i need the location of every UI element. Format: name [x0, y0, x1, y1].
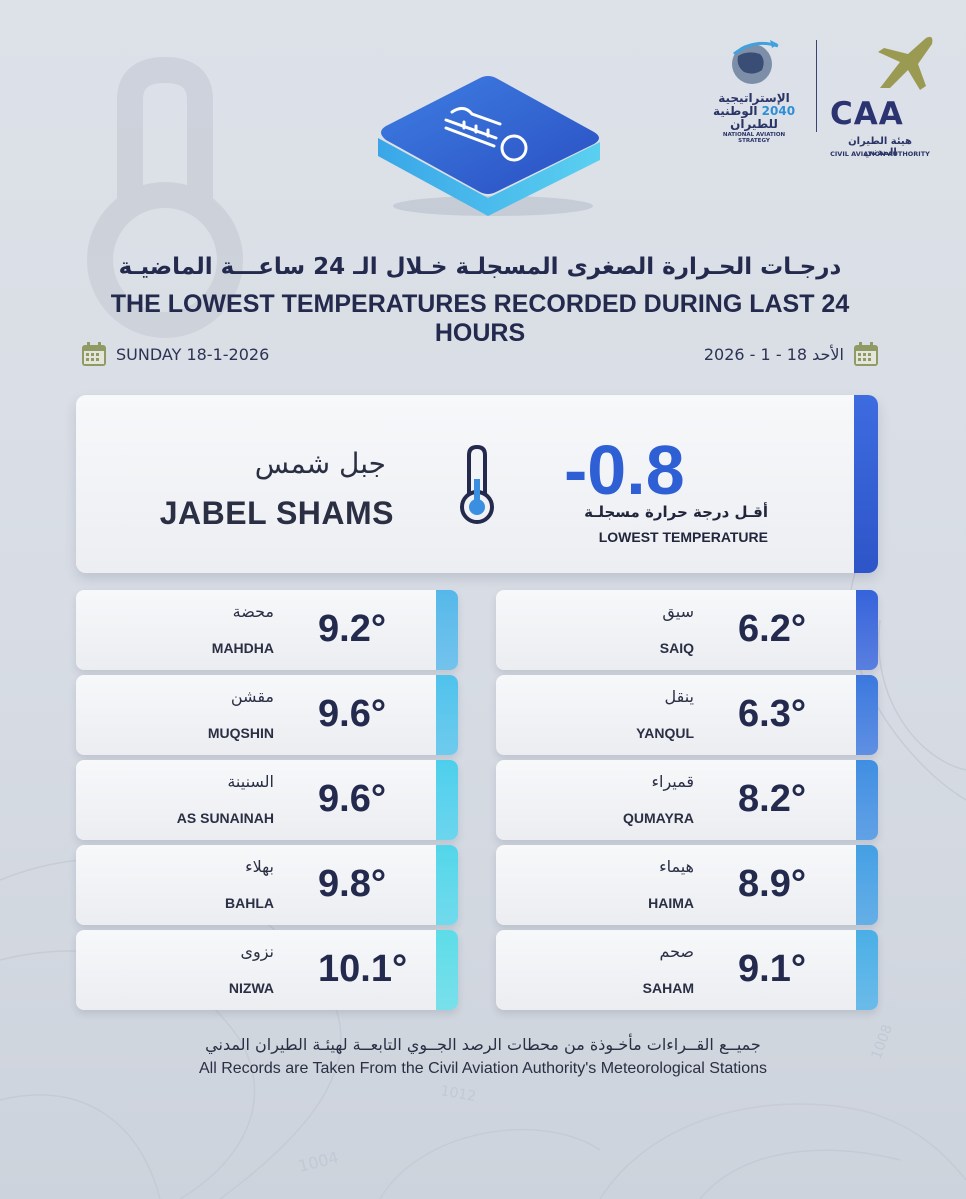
card-accent-bar: [856, 590, 878, 670]
logo-divider: [816, 40, 817, 132]
globe-plane-icon: [732, 40, 779, 84]
station-name-english: MUQSHIN: [207, 725, 274, 741]
title-english: THE LOWEST TEMPERATURES RECORDED DURING …: [110, 290, 850, 347]
station-temperature: 9.6°: [318, 693, 387, 735]
strategy-english: NATIONAL AVIATION STRATEGY: [722, 132, 786, 144]
lowest-temperature-card: جبل شمس JABEL SHAMS -0.8 أقـل درجة حرارة…: [76, 395, 878, 573]
lowest-label-arabic: أقـل درجة حرارة مسجلـة: [584, 503, 768, 521]
station-name-english: MAHDHA: [211, 640, 274, 656]
card-accent-bar: [436, 675, 458, 755]
svg-text:1004: 1004: [296, 1148, 340, 1176]
station-card: محضة MAHDHA 9.2°: [76, 590, 458, 670]
station-card: قميراء QUMAYRA 8.2°: [496, 760, 878, 840]
footer-arabic: جميــع القــراءات مأخـوذة من محطات الرصد…: [205, 1035, 761, 1054]
lowest-city-arabic: جبل شمس: [254, 447, 386, 480]
strategy-year: 2040: [761, 104, 796, 118]
strategy-arabic-line1: الإستراتيجية: [718, 91, 790, 105]
station-name-arabic: بهلاء: [245, 857, 274, 876]
card-accent-bar: [436, 590, 458, 670]
calendar-icon: [854, 342, 878, 366]
card-accent-bar: [854, 395, 878, 573]
svg-text:1012: 1012: [439, 1083, 477, 1105]
station-card: ينقل YANQUL 6.3°: [496, 675, 878, 755]
station-name-arabic: محضة: [232, 602, 274, 621]
station-temperature: 8.2°: [738, 778, 807, 820]
station-name-arabic: السنينة: [227, 772, 274, 791]
station-name-arabic: ينقل: [664, 687, 695, 706]
strategy-arabic-line2: 2040 الوطنية للطيران: [712, 104, 796, 131]
station-temperature: 6.3°: [738, 693, 807, 735]
station-card: هيماء HAIMA 8.9°: [496, 845, 878, 925]
station-temperature: 8.9°: [738, 863, 807, 905]
station-name-arabic: قميراء: [651, 772, 694, 791]
airplane-icon: [878, 36, 933, 90]
station-name-arabic: مقشن: [230, 687, 274, 706]
station-name-english: BAHLA: [225, 895, 274, 911]
station-name-arabic: صحم: [659, 942, 694, 961]
card-accent-bar: [856, 675, 878, 755]
station-name-arabic: سيق: [662, 602, 694, 621]
station-name-english: NIZWA: [228, 980, 274, 996]
caa-logo: CAA هيئة الطيران المدني CIVIL AVIATION A…: [826, 36, 942, 158]
card-accent-bar: [856, 760, 878, 840]
date-arabic-text: الأحد 18 - 1 - 2026: [703, 344, 844, 364]
station-name-arabic: نزوى: [240, 942, 274, 961]
caa-arabic-name: هيئة الطيران المدني: [848, 136, 912, 158]
card-accent-bar: [436, 930, 458, 1010]
station-temperature: 9.1°: [738, 948, 807, 990]
card-accent-bar: [856, 845, 878, 925]
date-english-text: SUNDAY 18-1-2026: [116, 344, 270, 364]
station-card: نزوى NIZWA 10.1°: [76, 930, 458, 1010]
station-temperature: 9.8°: [318, 863, 387, 905]
caa-wordmark: CAA: [830, 96, 904, 132]
thermometer-tile-icon: [378, 76, 600, 216]
station-temperature: 9.2°: [318, 608, 387, 650]
station-card: السنينة AS SUNAINAH 9.6°: [76, 760, 458, 840]
calendar-icon: [82, 342, 106, 366]
station-card: سيق SAIQ 6.2°: [496, 590, 878, 670]
lowest-label-english: LOWEST TEMPERATURE: [598, 529, 768, 545]
date-arabic: الأحد 18 - 1 - 2026: [704, 340, 880, 368]
card-accent-bar: [856, 930, 878, 1010]
lowest-temperature-value: -0.8: [564, 431, 685, 509]
station-name-arabic: هيماء: [659, 857, 694, 876]
card-accent-bar: [436, 845, 458, 925]
station-temperature: 10.1°: [318, 948, 408, 990]
station-name-english: HAIMA: [648, 895, 694, 911]
station-temperature: 6.2°: [738, 608, 807, 650]
title-arabic: درجـات الحـرارة الصغرى المسجلـة خـلال ال…: [118, 254, 842, 280]
date-english: SUNDAY 18-1-2026: [80, 340, 269, 368]
station-name-english: SAHAM: [642, 980, 694, 996]
station-name-english: YANQUL: [636, 725, 694, 741]
station-name-english: AS SUNAINAH: [176, 810, 274, 826]
card-accent-bar: [436, 760, 458, 840]
footer-english: All Records are Taken From the Civil Avi…: [198, 1060, 768, 1077]
station-temperature: 9.6°: [318, 778, 387, 820]
station-name-english: QUMAYRA: [622, 810, 694, 826]
lowest-city-english: JABEL SHAMS: [159, 495, 394, 531]
station-name-english: SAIQ: [659, 640, 694, 656]
station-card: صحم SAHAM 9.1°: [496, 930, 878, 1010]
national-aviation-strategy-logo: الإستراتيجية 2040 الوطنية للطيران NATION…: [708, 36, 800, 144]
thermometer-icon: [460, 444, 494, 524]
caa-english-name: CIVIL AVIATION AUTHORITY: [830, 150, 930, 158]
station-card: مقشن MUQSHIN 9.6°: [76, 675, 458, 755]
station-card: بهلاء BAHLA 9.8°: [76, 845, 458, 925]
thermometer-watermark-icon: [87, 56, 243, 338]
